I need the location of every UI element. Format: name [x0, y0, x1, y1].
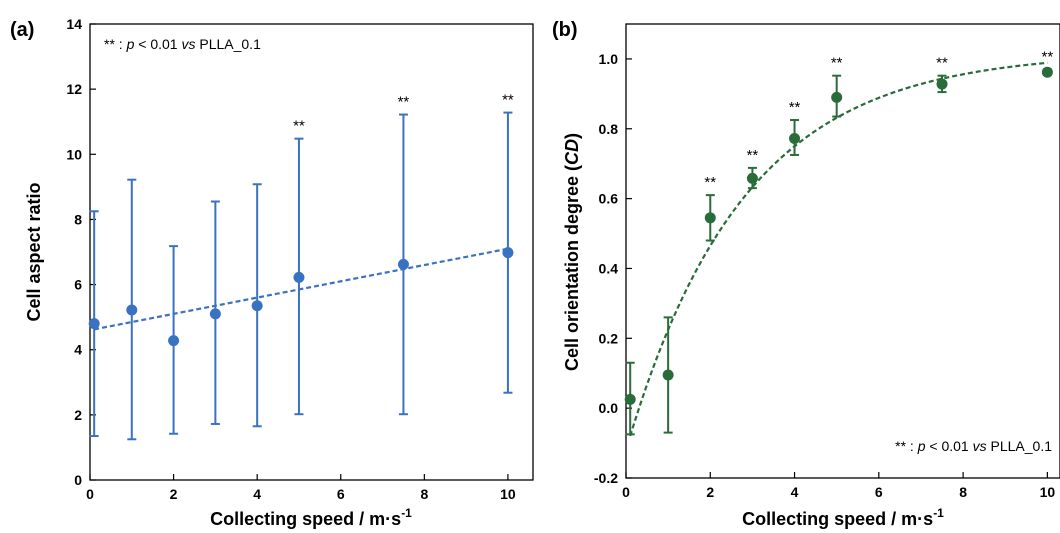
panel-b-marks: 0 2 4 6 8 10 -0.2 0.0 0.2 0.4 0.6 0.8 1.0 ** ** ** ** ** *…: [594, 48, 1055, 500]
panel-b-significance-mark: **: [936, 55, 948, 72]
panel-b-significance-mark: **: [704, 174, 716, 191]
panel-a-significance-mark: **: [293, 118, 305, 135]
panel-b-plot-frame: [625, 23, 1060, 479]
panel-b-x-axis-label-sup: -1: [933, 506, 944, 520]
panel-a-y-tick-label: 12: [66, 81, 82, 97]
panel-b-annotation-suffix: PLLA_0.1: [987, 438, 1053, 454]
panel-a-y-tick-label: 6: [74, 277, 82, 293]
panel-a-x-axis-label-dot: ·: [385, 509, 391, 529]
panel-b-annotation-p: p: [917, 438, 926, 454]
panel-a-x-tick-label: 2: [170, 486, 178, 502]
panel-a-annotation-mid: < 0.01: [134, 36, 181, 52]
panel-b-x-tick-label: 4: [791, 484, 799, 500]
panel-b-x-axis-label-dot: ·: [917, 509, 923, 529]
panel-b-annotation-prefix: ** :: [895, 438, 918, 454]
panel-b-y-tick-label: 0.4: [599, 260, 619, 276]
panel-a-y-axis-label: Cell aspect ratio: [24, 182, 44, 321]
panel-a-plot-frame: [89, 23, 534, 481]
panel-a-label: (a): [10, 19, 34, 41]
panel-b-data-point: [662, 369, 674, 381]
panel-a-x-axis-label-sup: -1: [401, 506, 412, 520]
panel-b-data-point: [624, 393, 636, 405]
panel-b-x-tick-label: 8: [959, 484, 967, 500]
panel-a-x-axis-label-unit: s: [391, 509, 401, 529]
panel-a-y-tick-label: 8: [74, 211, 82, 227]
panel-b-x-axis-label-unit: s: [923, 509, 933, 529]
panel-b: (b) ** : p < 0.01 vs PLLA_0.1 Cell orien…: [552, 19, 1060, 529]
panel-a-x-tick-label: 6: [337, 486, 345, 502]
panel-b-y-axis-label-main: Cell orientation degree (: [562, 165, 582, 371]
panel-a-data-point: [88, 318, 100, 330]
panel-a-annotation-p: p: [126, 36, 135, 52]
panel-a-data-point: [168, 335, 180, 347]
panel-a-annotation: ** : p < 0.01 vs PLLA_0.1: [104, 36, 261, 52]
panel-b-x-tick-label: 0: [622, 484, 630, 500]
panel-b-data-point: [789, 133, 801, 145]
panel-b-annotation-vs: vs: [973, 438, 987, 454]
panel-a-significance-mark: **: [398, 94, 410, 111]
panel-b-significance-mark: **: [1042, 48, 1054, 65]
svg-text:** : p < 0.01 vs PLLA_0.1: ** : p < 0.01 vs PLLA_0.1: [104, 36, 261, 52]
panel-b-y-tick-label: -0.2: [594, 470, 618, 486]
panel-b-x-axis-label: Collecting speed / m·s-1: [742, 506, 944, 529]
panel-a-x-tick-label: 4: [253, 486, 261, 502]
panel-a-data-point: [293, 271, 305, 283]
panel-b-significance-mark: **: [789, 99, 801, 116]
panel-b-annotation: ** : p < 0.01 vs PLLA_0.1: [895, 438, 1052, 454]
panel-a-significance-mark: **: [502, 92, 514, 109]
panel-b-significance-mark: **: [831, 55, 843, 72]
panel-a-data-point: [209, 308, 221, 320]
panel-a: (a) ** : p < 0.01 vs PLLA_0.1 Cell aspec…: [10, 16, 534, 529]
panel-b-y-tick-label: 0.0: [599, 400, 619, 416]
panel-a-data-point: [502, 247, 514, 259]
panel-a-x-axis-label-main: Collecting speed / m: [210, 509, 385, 529]
panel-b-data-point: [1041, 66, 1053, 78]
panel-b-significance-mark: **: [747, 147, 759, 164]
panel-b-label: (b): [552, 19, 578, 41]
panel-b-x-tick-label: 10: [1040, 484, 1056, 500]
panel-a-data-point: [251, 300, 263, 312]
panel-a-x-tick-label: 0: [86, 486, 94, 502]
panel-a-y-tick-label: 10: [66, 146, 82, 162]
panel-b-y-tick-label: 1.0: [599, 51, 619, 67]
panel-b-y-tick-label: 0.8: [599, 121, 619, 137]
panel-b-y-axis-label-italic: CD: [562, 139, 582, 165]
panel-a-fit-line: [93, 247, 509, 331]
svg-text:** : p < 0.01 vs PLLA_0.1: ** : p < 0.01 vs PLLA_0.1: [895, 438, 1052, 454]
panel-a-annotation-suffix: PLLA_0.1: [195, 36, 261, 52]
panel-a-y-tick-label: 0: [74, 472, 82, 488]
panel-a-y-tick-label: 14: [66, 16, 82, 32]
panel-a-y-tick-label: 4: [74, 342, 82, 358]
panel-b-x-tick-label: 2: [706, 484, 714, 500]
panel-b-y-axis-label-close: ): [562, 133, 582, 139]
panel-b-data-point: [746, 172, 758, 184]
panel-a-marks: 0 2 4 6 8 10 0 2 4 6 8 10 12 14 ** ** **: [66, 16, 515, 502]
panel-b-data-point: [936, 78, 948, 90]
panel-b-annotation-mid: < 0.01: [926, 438, 973, 454]
panel-b-fit-line: [629, 61, 1048, 437]
panel-a-x-tick-label: 8: [420, 486, 428, 502]
panel-a-y-tick-label: 2: [74, 407, 82, 423]
panel-b-x-axis-label-main: Collecting speed / m: [742, 509, 917, 529]
panel-a-x-axis-label: Collecting speed / m·s-1: [210, 506, 412, 529]
panel-a-data-point: [397, 258, 409, 270]
panel-b-y-axis-label: Cell orientation degree (CD): [562, 133, 582, 371]
panel-b-y-tick-label: 0.6: [599, 191, 619, 207]
panel-a-x-tick-label: 10: [500, 486, 516, 502]
panel-a-data-point: [126, 304, 138, 316]
panel-b-data-point: [831, 91, 843, 103]
panel-b-y-tick-label: 0.2: [599, 330, 619, 346]
panel-b-data-point: [704, 212, 716, 224]
panel-a-annotation-vs: vs: [181, 36, 195, 52]
panel-b-x-tick-label: 6: [875, 484, 883, 500]
panel-a-annotation-prefix: ** :: [104, 36, 127, 52]
